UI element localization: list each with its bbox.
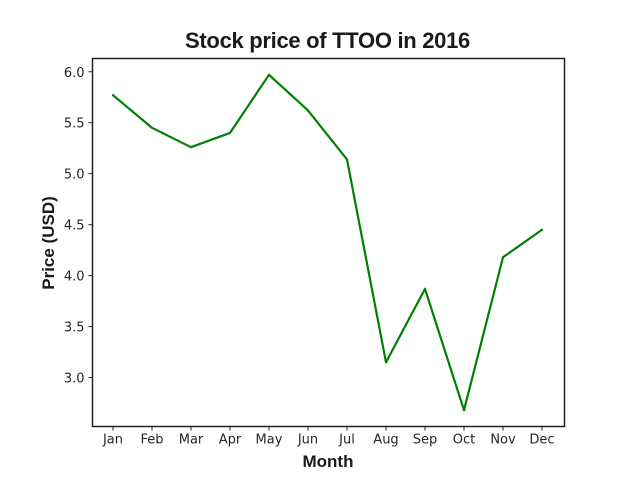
data-point: [423, 287, 427, 290]
data-points: [111, 73, 544, 412]
data-point: [306, 109, 310, 112]
x-tick-label: Oct: [453, 433, 475, 448]
x-tick-label: Jun: [297, 433, 318, 448]
data-point: [384, 361, 388, 364]
x-tick-label: May: [256, 433, 283, 448]
y-tick-label: 5.5: [64, 117, 85, 132]
x-axis-ticks: Jan Feb Mar Apr May Jun Jul Aug Sep Oct Nov Dec: [102, 426, 555, 448]
chart-title: Stock price of TTOO in 2016: [185, 28, 470, 53]
x-tick-label: Aug: [373, 433, 398, 448]
x-tick-label: Jul: [338, 433, 355, 448]
x-tick-label: Nov: [490, 433, 516, 448]
data-point: [150, 126, 154, 129]
x-tick-label: Jan: [102, 433, 123, 448]
y-tick-label: 3.5: [64, 321, 85, 336]
plot-area: [91, 57, 566, 428]
x-tick-label: Mar: [179, 433, 204, 448]
data-point: [540, 228, 544, 231]
data-point: [267, 73, 271, 76]
x-tick-label: Sep: [413, 433, 438, 448]
price-series-line: [111, 73, 544, 412]
data-point: [462, 409, 466, 412]
data-point: [228, 131, 232, 135]
y-tick-label: 6.0: [64, 66, 85, 81]
y-tick-label: 5.0: [64, 168, 85, 183]
y-axis-ticks: 3.0 3.5 4.0 4.5 5.0 5.5 6.0: [64, 66, 93, 387]
y-axis-label: Price (USD): [39, 196, 58, 290]
x-tick-label: Feb: [140, 433, 163, 448]
x-axis-label: Month: [303, 452, 354, 471]
data-point: [189, 146, 193, 149]
data-point: [345, 158, 349, 161]
x-tick-label: Apr: [219, 433, 242, 448]
y-tick-label: 3.0: [64, 372, 85, 387]
y-tick-label: 4.0: [64, 270, 85, 285]
y-tick-label: 4.5: [64, 219, 85, 234]
data-point: [111, 94, 115, 97]
data-point: [501, 256, 505, 259]
x-tick-label: Dec: [529, 433, 554, 448]
